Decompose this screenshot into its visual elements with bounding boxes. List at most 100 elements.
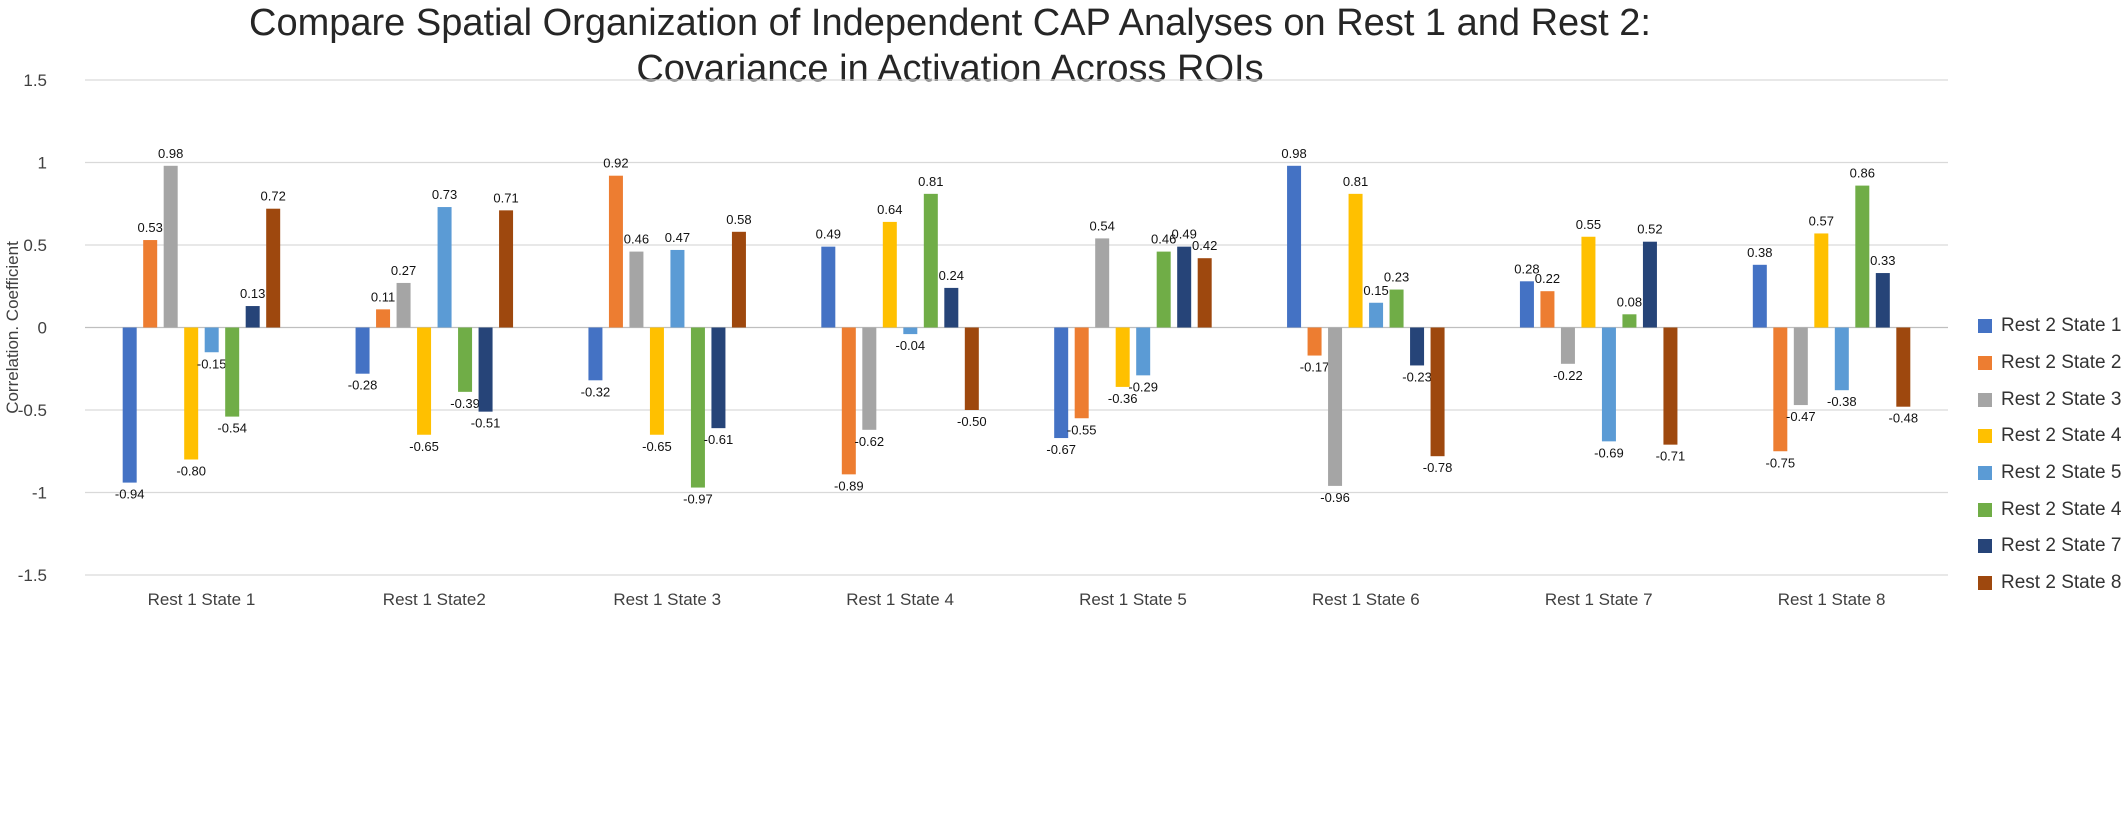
data-label: 0.52 [1637, 222, 1662, 237]
bar [690, 327, 705, 488]
data-label: 0.73 [432, 187, 457, 202]
chart-legend: Rest 2 State 1 Rest 2 State 2 Rest 2 State… [1978, 308, 2121, 602]
legend-swatch [1978, 392, 1992, 407]
bar [964, 327, 979, 410]
bar [1410, 327, 1425, 366]
x-category-label: Rest 1 State 1 [148, 590, 256, 609]
legend-item: Rest 2 State 3 [1978, 381, 2121, 418]
data-label: 0.38 [1747, 245, 1772, 260]
x-category-label: Rest 1 State2 [383, 590, 486, 609]
legend-item: Rest 2 State 5 [1978, 455, 2121, 492]
bar [458, 327, 473, 392]
data-label: 0.47 [665, 230, 690, 245]
bar [1560, 327, 1575, 364]
data-label: -0.96 [1320, 490, 1350, 505]
bar [1752, 264, 1767, 328]
data-label: -0.22 [1553, 368, 1583, 383]
data-label: 0.46 [624, 232, 649, 247]
data-label: -0.04 [895, 338, 925, 353]
bar [1834, 327, 1849, 391]
bar [882, 221, 897, 328]
bar [1622, 314, 1637, 328]
bar [204, 327, 219, 353]
chart-subtitle: Covariance in Activation Across ROIs [636, 48, 1264, 90]
data-label: 0.92 [603, 156, 628, 171]
data-label: -0.39 [450, 396, 480, 411]
bar [163, 165, 178, 328]
bar [1793, 327, 1808, 406]
legend-item: Rest 2 State 4 [1978, 418, 2121, 455]
bar [1540, 291, 1555, 328]
x-category-label: Rest 1 State 5 [1079, 590, 1187, 609]
data-label: -0.32 [581, 384, 611, 399]
legend-swatch [1978, 576, 1992, 591]
bar [1156, 251, 1171, 328]
data-label: 0.72 [261, 189, 286, 204]
data-label: -0.55 [1067, 422, 1097, 437]
x-category-label: Rest 1 State 7 [1545, 590, 1653, 609]
legend-swatch [1978, 429, 1992, 444]
bar [1601, 327, 1616, 442]
bar [478, 327, 493, 412]
data-label: 0.81 [918, 174, 943, 189]
data-label: -0.29 [1128, 379, 1158, 394]
data-label: 0.98 [1281, 146, 1306, 161]
y-tick-label: 1.5 [23, 71, 47, 90]
bar [862, 327, 877, 430]
data-label: -0.62 [854, 434, 884, 449]
y-tick-label: 0 [38, 319, 47, 338]
data-label: -0.67 [1046, 442, 1076, 457]
data-label: -0.54 [217, 421, 247, 436]
x-category-label: Rest 1 State 4 [846, 590, 954, 609]
bar [1896, 327, 1911, 407]
bar [944, 287, 959, 328]
data-label: -0.47 [1786, 409, 1816, 424]
legend-item: Rest 2 State 7 [1978, 528, 2121, 565]
legend-label: Rest 2 State 4 [2001, 425, 2122, 447]
data-label: -0.65 [642, 439, 672, 454]
y-tick-label: -1.5 [18, 566, 47, 585]
data-label: 0.28 [1514, 261, 1539, 276]
bar [903, 327, 918, 335]
legend-item: Rest 2 State 8 [1978, 565, 2121, 602]
bar [122, 327, 137, 483]
bar [588, 327, 603, 381]
data-label: 0.54 [1090, 218, 1115, 233]
bar [184, 327, 199, 460]
bar [1136, 327, 1151, 376]
legend-item: Rest 2 State 2 [1978, 345, 2121, 382]
legend-item: Rest 2 State 1 [1978, 308, 2121, 345]
bar [629, 251, 644, 328]
legend-swatch [1978, 502, 1992, 517]
data-label: 0.27 [391, 263, 416, 278]
bar [1054, 327, 1069, 439]
data-label: -0.36 [1108, 391, 1138, 406]
legend-label: Rest 2 State 3 [2001, 388, 2122, 410]
bar [1348, 193, 1363, 328]
data-label: 0.98 [158, 146, 183, 161]
data-label: -0.89 [834, 478, 864, 493]
bar [266, 208, 281, 328]
data-label: 0.81 [1343, 174, 1368, 189]
data-label: -0.61 [704, 432, 734, 447]
bar [417, 327, 432, 435]
data-label: -0.75 [1765, 455, 1795, 470]
legend-label: Rest 2 State 8 [2001, 572, 2122, 594]
data-label: 0.49 [1172, 227, 1197, 242]
y-axis-title: Correlation. Coefficient [3, 241, 22, 414]
data-label: 0.57 [1809, 213, 1834, 228]
data-label: 0.23 [1384, 270, 1409, 285]
bar [1581, 236, 1596, 328]
bar [1328, 327, 1343, 486]
y-tick-label: -0.5 [18, 401, 47, 420]
data-label: -0.78 [1423, 460, 1453, 475]
bar [1519, 281, 1534, 328]
x-category-label: Rest 1 State 6 [1312, 590, 1420, 609]
bar [1095, 238, 1110, 328]
bar [1389, 289, 1404, 328]
bar [396, 282, 411, 328]
data-label: -0.17 [1300, 360, 1330, 375]
data-label: -0.15 [197, 356, 227, 371]
bar [437, 207, 452, 328]
bar [1642, 241, 1657, 328]
